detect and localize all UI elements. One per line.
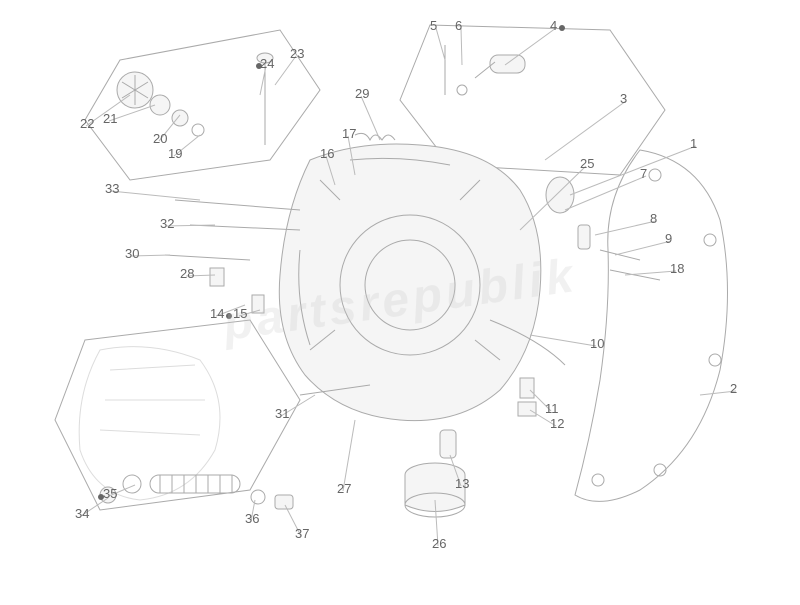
spring-29 xyxy=(355,133,395,140)
sensor xyxy=(475,55,525,78)
callout-21: 21 xyxy=(103,111,117,126)
callout-17: 17 xyxy=(342,126,356,141)
callout-10: 10 xyxy=(590,336,604,351)
callout-14: 14 xyxy=(210,306,224,321)
exploded-diagram: partsrepublik 12345678910111213141516171… xyxy=(0,0,800,600)
bolt-18 xyxy=(610,270,660,280)
callout-30: 30 xyxy=(125,246,139,261)
bolt-32 xyxy=(190,225,300,230)
spacer-12 xyxy=(518,402,536,416)
callout-4: 4 xyxy=(550,18,557,33)
washer xyxy=(192,124,204,136)
callout-16: 16 xyxy=(320,146,334,161)
callout-2: 2 xyxy=(730,381,737,396)
callout-12: 12 xyxy=(550,416,564,431)
engine-block-outline xyxy=(79,347,220,500)
callout-6: 6 xyxy=(455,18,462,33)
callout-33: 33 xyxy=(105,181,119,196)
bolt-33 xyxy=(175,200,300,210)
callout-5: 5 xyxy=(430,18,437,33)
o-ring-36 xyxy=(251,490,265,504)
lever-8 xyxy=(600,250,640,260)
sight-glass xyxy=(578,225,590,249)
diagram-svg xyxy=(0,0,800,600)
valve-11 xyxy=(520,378,534,398)
gasket xyxy=(575,150,728,501)
o-ring-35 xyxy=(123,475,141,493)
callout-28: 28 xyxy=(180,266,194,281)
hex-outline-3 xyxy=(55,320,300,510)
bolt-30 xyxy=(165,255,250,260)
bushing-13 xyxy=(440,430,456,458)
callout-22: 22 xyxy=(80,116,94,131)
callout-15: 15 xyxy=(233,306,247,321)
callout-7: 7 xyxy=(640,166,647,181)
callout-11: 11 xyxy=(545,401,559,416)
callout-19: 19 xyxy=(168,146,182,161)
callout-36: 36 xyxy=(245,511,259,526)
callout-24: 24 xyxy=(260,56,274,71)
callout-29: 29 xyxy=(355,86,369,101)
callout-27: 27 xyxy=(337,481,351,496)
callout-23: 23 xyxy=(290,46,304,61)
callout-8: 8 xyxy=(650,211,657,226)
callout-9: 9 xyxy=(665,231,672,246)
callout-34: 34 xyxy=(75,506,89,521)
oil-strainer xyxy=(150,475,240,493)
hex-outline-1 xyxy=(85,30,320,180)
water-pump-impeller xyxy=(117,72,153,108)
callout-3: 3 xyxy=(620,91,627,106)
callout-37: 37 xyxy=(295,526,309,541)
washer-6 xyxy=(457,85,467,95)
callout-31: 31 xyxy=(275,406,289,421)
spacer-28 xyxy=(210,268,224,286)
seal-ring xyxy=(150,95,170,115)
callout-20: 20 xyxy=(153,131,167,146)
callout-13: 13 xyxy=(455,476,469,491)
callout-25: 25 xyxy=(580,156,594,171)
callout-32: 32 xyxy=(160,216,174,231)
callout-35: 35 xyxy=(103,486,117,501)
bearing xyxy=(172,110,188,126)
drain-plug xyxy=(275,495,293,509)
crankcase-cover xyxy=(279,144,541,421)
callout-1: 1 xyxy=(690,136,697,151)
callout-26: 26 xyxy=(432,536,446,551)
callout-18: 18 xyxy=(670,261,684,276)
